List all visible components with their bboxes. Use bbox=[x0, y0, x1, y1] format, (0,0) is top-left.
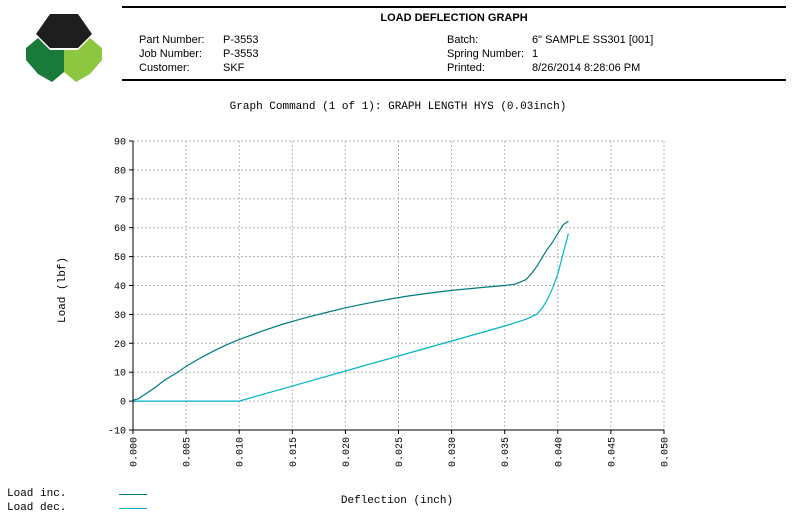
x-tick-label: 0.025 bbox=[395, 437, 406, 467]
x-tick-label: 0.000 bbox=[130, 437, 141, 467]
y-tick-label: 80 bbox=[114, 166, 126, 177]
chart-title: Graph Command (1 of 1): GRAPH LENGTH HYS… bbox=[229, 101, 567, 113]
customer-label: Customer: bbox=[139, 62, 190, 74]
customer-value: SKF bbox=[223, 62, 245, 74]
x-tick-label: 0.040 bbox=[554, 437, 565, 467]
job-number-value: P-3553 bbox=[223, 48, 259, 60]
batch-label: Batch: bbox=[447, 34, 479, 46]
y-tick-label: 60 bbox=[114, 224, 126, 235]
spring-number-value: 1 bbox=[532, 48, 539, 60]
x-tick-label: 0.030 bbox=[448, 437, 459, 467]
printed-label: Printed: bbox=[447, 62, 485, 74]
y-tick-label: -10 bbox=[108, 427, 126, 438]
x-tick-label: 0.005 bbox=[183, 437, 194, 467]
legend-swatch-load-inc bbox=[119, 494, 147, 495]
job-number-label: Job Number: bbox=[139, 48, 202, 60]
spring-number-label: Spring Number: bbox=[447, 48, 525, 60]
part-number-label: Part Number: bbox=[139, 34, 205, 46]
x-tick-label: 0.035 bbox=[501, 437, 512, 467]
y-tick-label: 30 bbox=[114, 311, 126, 322]
report-title: LOAD DEFLECTION GRAPH bbox=[380, 12, 528, 24]
y-tick-label: 20 bbox=[114, 340, 126, 351]
legend-label-load-dec: Load dec. bbox=[7, 502, 67, 514]
y-tick-label: 10 bbox=[114, 369, 126, 380]
series-line-load-dec bbox=[133, 233, 569, 402]
company-logo bbox=[26, 14, 102, 82]
y-tick-label: 0 bbox=[120, 398, 126, 409]
printed-value: 8/26/2014 8:28:06 PM bbox=[532, 62, 641, 74]
logo-hexagon-dark bbox=[36, 14, 92, 48]
logo-hexagon-lime bbox=[64, 38, 102, 82]
axes bbox=[129, 140, 665, 434]
x-tick-label: 0.015 bbox=[289, 437, 300, 467]
report-header: LOAD DEFLECTION GRAPH Part Number: P-355… bbox=[122, 6, 786, 81]
y-tick-label: 90 bbox=[114, 138, 126, 149]
x-tick-label: 0.010 bbox=[236, 437, 247, 467]
x-tick-label: 0.050 bbox=[661, 437, 672, 467]
series-line-load-inc bbox=[132, 220, 569, 401]
y-tick-label: 70 bbox=[114, 195, 126, 206]
x-tick-label: 0.045 bbox=[607, 437, 618, 467]
y-tick-label: 50 bbox=[114, 253, 126, 264]
legend-label-load-inc: Load inc. bbox=[7, 488, 67, 500]
tick-labels: -10 0 10 20 30 40 50 60 70 80 90 0.000 0.005 0.010 0.0… bbox=[108, 138, 672, 468]
batch-value: 6" SAMPLE SS301 [001] bbox=[532, 34, 654, 46]
x-tick-label: 0.020 bbox=[342, 437, 353, 467]
legend-swatch-load-dec bbox=[119, 508, 147, 509]
y-tick-label: 40 bbox=[114, 282, 126, 293]
grid bbox=[133, 140, 665, 430]
series-layer bbox=[132, 220, 569, 402]
part-number-value: P-3553 bbox=[223, 34, 259, 46]
logo-hexagon-green bbox=[26, 38, 64, 82]
x-axis-title: Deflection (inch) bbox=[341, 495, 453, 507]
y-axis-title: Load (lbf) bbox=[57, 257, 69, 323]
